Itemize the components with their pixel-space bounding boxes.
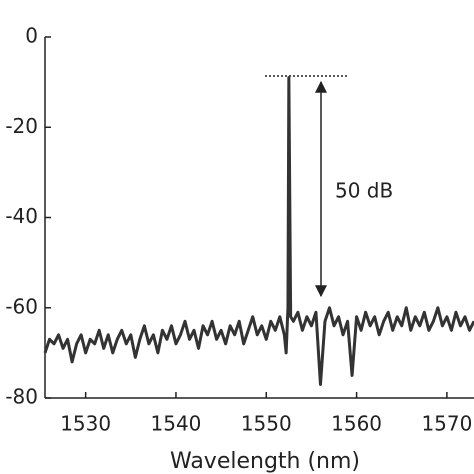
x-tick-label: 1540 bbox=[151, 412, 202, 436]
x-tick-label: 1560 bbox=[331, 412, 382, 436]
y-tick-label: -80 bbox=[5, 385, 38, 409]
annotation: 50 dB bbox=[335, 179, 393, 203]
spectrum-line bbox=[43, 76, 474, 386]
y-tick-label: -60 bbox=[5, 294, 38, 318]
x-tick-label: 1530 bbox=[60, 412, 111, 436]
x-axis-label: Wavelength (nm) bbox=[170, 449, 360, 474]
x-tick-label: 1570 bbox=[421, 412, 472, 436]
y-tick-label: -40 bbox=[5, 204, 38, 228]
y-tick-label: -20 bbox=[5, 114, 38, 138]
x-tick-label: 1550 bbox=[241, 412, 292, 436]
y-tick-label: 0 bbox=[25, 24, 38, 48]
